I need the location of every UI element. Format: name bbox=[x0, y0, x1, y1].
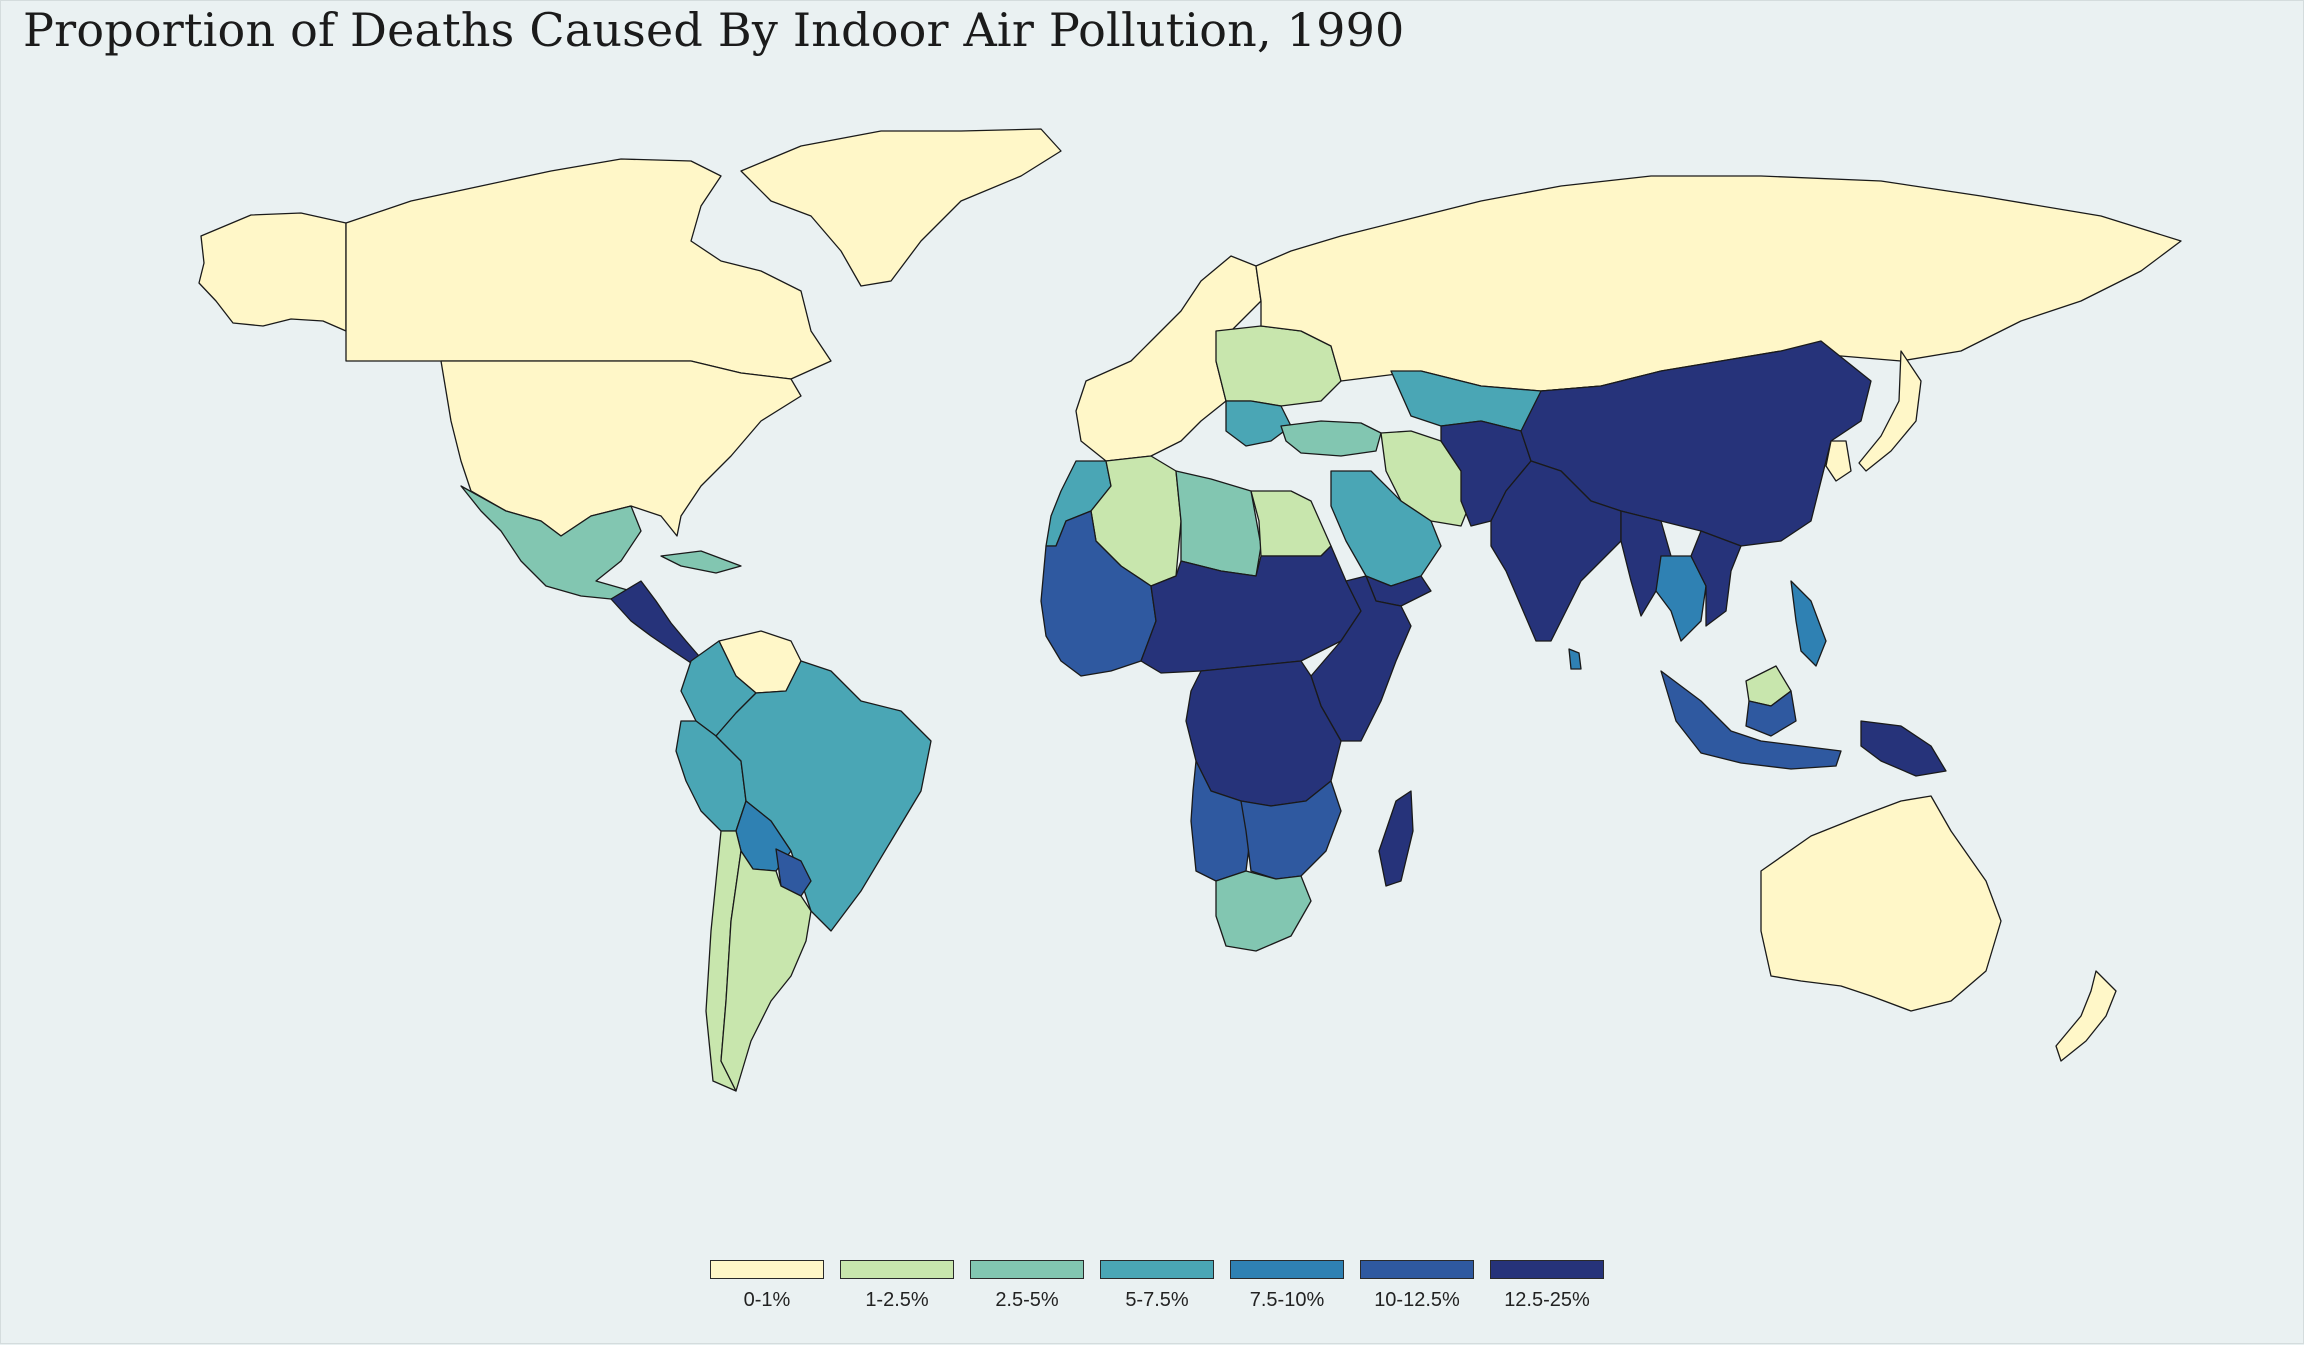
region-japan[interactable] bbox=[1858, 350, 1922, 472]
region-russia[interactable] bbox=[1255, 175, 2182, 392]
region-libya[interactable] bbox=[1175, 470, 1262, 577]
region-east-africa[interactable] bbox=[1310, 575, 1412, 742]
legend-swatch bbox=[970, 1260, 1084, 1279]
legend-swatch bbox=[840, 1260, 954, 1279]
region-canada[interactable] bbox=[345, 158, 832, 380]
region-vietnam[interactable] bbox=[1690, 530, 1742, 627]
region-alaska[interactable] bbox=[198, 212, 347, 332]
region-paraguay[interactable] bbox=[775, 848, 812, 897]
region-southern-africa[interactable] bbox=[1240, 780, 1342, 880]
legend-item: 12.5-25% bbox=[1489, 1260, 1605, 1312]
region-south-africa[interactable] bbox=[1215, 870, 1312, 952]
region-australia[interactable] bbox=[1760, 795, 2002, 1012]
legend-label: 7.5-10% bbox=[1249, 1289, 1325, 1311]
region-madagascar[interactable] bbox=[1378, 790, 1414, 887]
legend-label: 10-12.5% bbox=[1374, 1289, 1460, 1311]
region-central-america[interactable] bbox=[610, 580, 700, 664]
map-legend: 0-1% 1-2.5% 2.5-5% 5-7.5% 7.5-10% 10-12.5% 12.… bbox=[709, 1260, 1605, 1312]
region-myanmar[interactable] bbox=[1620, 510, 1672, 617]
legend-item: 0-1% bbox=[709, 1260, 825, 1312]
legend-label: 0-1% bbox=[743, 1289, 791, 1311]
legend-item: 10-12.5% bbox=[1359, 1260, 1475, 1312]
legend-swatch bbox=[1100, 1260, 1214, 1279]
region-egypt[interactable] bbox=[1250, 490, 1332, 557]
region-balkans[interactable] bbox=[1225, 400, 1292, 447]
legend-swatch bbox=[1230, 1260, 1344, 1279]
legend-item: 5-7.5% bbox=[1099, 1260, 1215, 1312]
page-title: Proportion of Deaths Caused By Indoor Ai… bbox=[23, 3, 1405, 57]
region-sri-lanka[interactable] bbox=[1568, 648, 1582, 670]
legend-swatch bbox=[710, 1260, 824, 1279]
region-korea[interactable] bbox=[1825, 440, 1852, 482]
legend-item: 2.5-5% bbox=[969, 1260, 1085, 1312]
region-papua-new-guinea[interactable] bbox=[1860, 720, 1947, 777]
region-cuba[interactable] bbox=[660, 550, 742, 574]
region-philippines[interactable] bbox=[1790, 580, 1827, 667]
region-mexico[interactable] bbox=[460, 485, 642, 600]
legend-swatch bbox=[1360, 1260, 1474, 1279]
legend-label: 2.5-5% bbox=[995, 1289, 1059, 1311]
legend-label: 1-2.5% bbox=[865, 1289, 929, 1311]
region-india[interactable] bbox=[1490, 460, 1622, 642]
legend-swatch bbox=[1490, 1260, 1604, 1279]
legend-label: 12.5-25% bbox=[1504, 1289, 1590, 1311]
region-turkey[interactable] bbox=[1280, 420, 1382, 457]
region-new-zealand[interactable] bbox=[2055, 970, 2117, 1062]
region-indonesia[interactable] bbox=[1660, 670, 1842, 770]
legend-label: 5-7.5% bbox=[1125, 1289, 1189, 1311]
region-greenland[interactable] bbox=[740, 128, 1062, 287]
legend-item: 1-2.5% bbox=[839, 1260, 955, 1312]
region-brazil[interactable] bbox=[715, 660, 932, 932]
region-argentina[interactable] bbox=[720, 850, 812, 1092]
legend-item: 7.5-10% bbox=[1229, 1260, 1345, 1312]
